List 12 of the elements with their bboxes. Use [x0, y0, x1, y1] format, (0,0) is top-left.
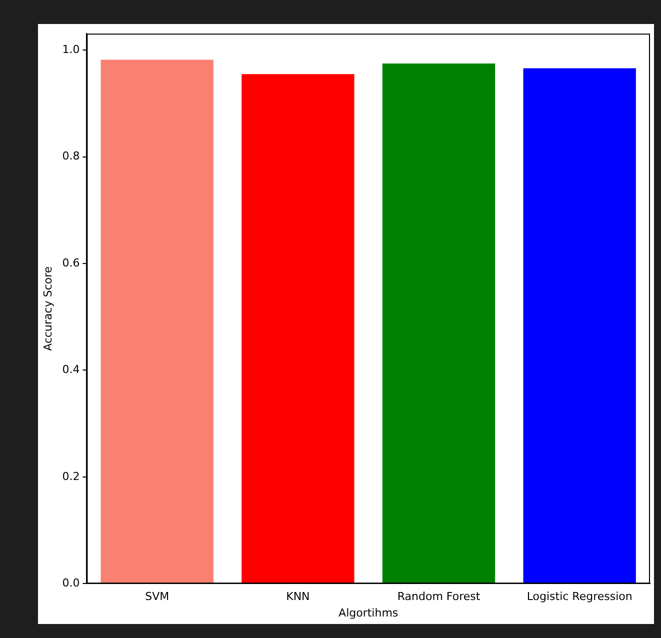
- x-tick-label: Logistic Regression: [526, 590, 632, 604]
- y-axis-title: Accuracy Score: [41, 266, 54, 351]
- y-tick-label: 0.0: [62, 576, 80, 590]
- y-tick-label: 0.2: [62, 470, 80, 483]
- y-tick-label: 0.8: [62, 150, 80, 163]
- y-tick-label: 1.0: [62, 42, 80, 56]
- x-tick-label: KNN: [286, 590, 310, 604]
- y-tick-label: 0.6: [62, 256, 80, 270]
- x-tick-label: Random Forest: [397, 590, 481, 604]
- x-axis-title: Algortihms: [338, 606, 398, 620]
- y-tick-label: 0.4: [62, 363, 80, 376]
- x-tick-label: SVM: [145, 590, 170, 604]
